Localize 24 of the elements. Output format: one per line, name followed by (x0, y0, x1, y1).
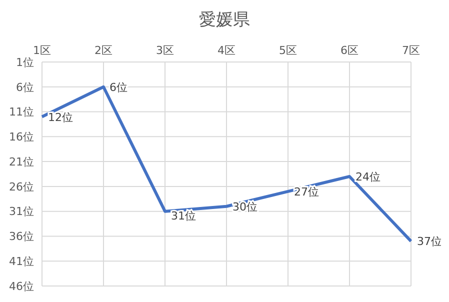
y-tick-label: 41位 (9, 255, 34, 268)
data-label: 30位 (232, 200, 258, 214)
data-label: 6位 (110, 80, 128, 94)
y-tick-label: 31位 (9, 205, 34, 218)
data-label: 27位 (294, 185, 319, 198)
y-tick-label: 6位 (16, 80, 34, 94)
y-tick-label: 1位 (16, 56, 34, 69)
y-tick-label: 26位 (9, 180, 34, 194)
x-tick-label: 2区 (94, 44, 112, 57)
y-tick-label: 21位 (9, 155, 34, 168)
x-tick-label: 3区 (156, 44, 174, 57)
x-tick-label: 6区 (340, 44, 358, 57)
data-label: 24位 (356, 170, 380, 184)
y-tick-label: 11位 (9, 106, 34, 119)
data-label: 31位 (171, 209, 196, 222)
chart-title: 愛媛県 (198, 9, 251, 32)
x-tick-label: 5区 (279, 44, 297, 57)
x-tick-label: 4区 (218, 44, 236, 57)
y-tick-label: 36位 (9, 230, 34, 244)
y-tick-label: 16位 (9, 130, 34, 144)
data-label: 12位 (48, 110, 73, 124)
y-tick-label: 46位 (9, 280, 34, 293)
x-tick-label: 7区 (402, 44, 420, 57)
x-tick-label: 1区 (33, 44, 51, 57)
